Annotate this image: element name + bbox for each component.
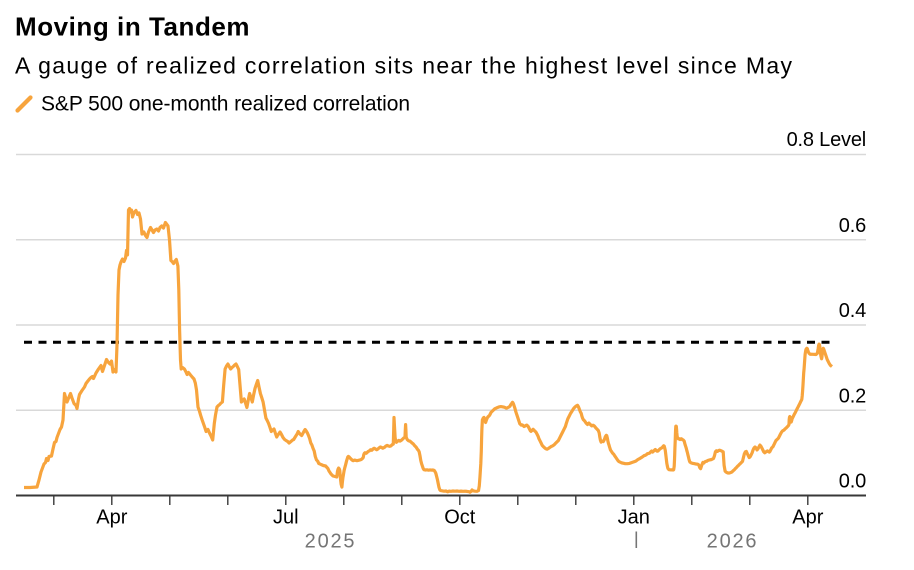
svg-text:0.0: 0.0 <box>839 471 866 493</box>
svg-text:S&P 500 one-month realized cor: S&P 500 one-month realized correlation <box>41 93 410 116</box>
svg-text:Jul: Jul <box>273 506 299 528</box>
svg-text:Apr: Apr <box>792 506 823 528</box>
svg-text:Jan: Jan <box>618 506 650 528</box>
svg-text:0.8 Level: 0.8 Level <box>787 129 866 151</box>
svg-text:0.6: 0.6 <box>839 215 866 237</box>
svg-text:2025: 2025 <box>305 530 357 552</box>
svg-text:Moving in Tandem: Moving in Tandem <box>15 12 250 42</box>
svg-text:A gauge of realized correlatio: A gauge of realized correlation sits nea… <box>15 53 793 79</box>
svg-text:2026: 2026 <box>707 530 759 552</box>
svg-text:Apr: Apr <box>96 506 127 528</box>
svg-text:0.4: 0.4 <box>839 300 866 322</box>
svg-text:Oct: Oct <box>444 506 476 528</box>
svg-text:0.2: 0.2 <box>839 386 866 408</box>
